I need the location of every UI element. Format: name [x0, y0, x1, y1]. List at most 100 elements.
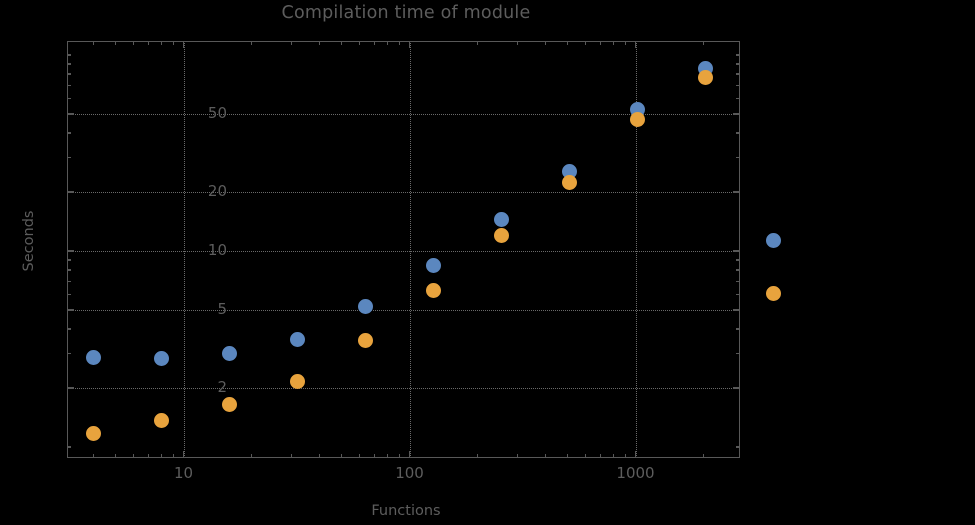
y-tick-label: 5: [217, 300, 227, 319]
data-point-series-orange: [630, 111, 646, 127]
x-axis-minor-tick: [398, 454, 400, 458]
gridline-vertical: [635, 41, 637, 458]
x-axis-minor-tick: [584, 41, 587, 45]
y-axis-tick: [67, 309, 74, 311]
x-axis-tick: [182, 451, 185, 458]
data-points-layer: [67, 41, 975, 458]
x-axis-minor-tick: [250, 41, 253, 45]
x-axis-minor-tick: [114, 454, 117, 458]
gridline-horizontal: [67, 388, 740, 390]
x-axis-minor-tick: [92, 454, 95, 458]
x-axis-minor-tick: [147, 41, 150, 45]
x-axis-minor-tick: [172, 41, 174, 45]
x-axis-minor-tick: [290, 454, 292, 458]
x-axis-minor-tick: [340, 41, 343, 45]
y-axis-minor-tick: [67, 269, 71, 271]
x-axis-minor-tick: [516, 41, 518, 45]
data-point-series-blue: [86, 350, 102, 366]
data-point-series-orange: [358, 332, 374, 348]
y-axis-tick: [67, 113, 74, 115]
x-axis-minor-tick: [612, 41, 615, 45]
y-tick-label: 10: [207, 241, 227, 260]
x-axis-tick: [408, 41, 411, 48]
y-axis-minor-tick: [736, 293, 740, 296]
x-axis-minor-tick: [544, 41, 547, 45]
y-axis-tick: [733, 250, 740, 252]
y-axis-tick: [67, 387, 74, 389]
x-axis-minor-tick: [624, 41, 626, 45]
y-axis-minor-tick: [67, 259, 71, 261]
x-axis-tick: [634, 41, 637, 48]
y-axis-minor-tick: [736, 446, 740, 448]
y-axis-minor-tick: [67, 293, 71, 296]
y-tick-label: 2: [217, 378, 227, 397]
y-axis-minor-tick: [67, 132, 71, 134]
x-axis-minor-tick: [132, 454, 135, 458]
y-axis-minor-tick: [736, 97, 740, 100]
y-axis-minor-tick: [736, 156, 740, 159]
data-point-series-orange: [562, 174, 578, 190]
x-axis-minor-tick: [702, 41, 705, 45]
x-axis-label: Functions: [371, 503, 441, 519]
x-axis-minor-tick: [386, 41, 389, 45]
x-axis-minor-tick: [612, 454, 615, 458]
x-axis-minor-tick: [584, 454, 587, 458]
gridline-vertical: [409, 41, 411, 458]
x-axis-minor-tick: [358, 454, 361, 458]
y-axis-tick: [67, 191, 74, 193]
y-axis-minor-tick: [736, 132, 740, 134]
y-axis-minor-tick: [67, 97, 71, 100]
gridline-horizontal: [67, 251, 740, 253]
y-axis-tick: [733, 113, 740, 115]
y-axis-minor-tick: [736, 328, 740, 330]
y-axis-tick: [733, 191, 740, 193]
x-tick-label: 1000: [616, 464, 655, 482]
x-axis-minor-tick: [92, 41, 95, 45]
x-axis-minor-tick: [373, 454, 376, 458]
x-tick-label: 10: [173, 464, 194, 482]
x-axis-minor-tick: [702, 454, 705, 458]
x-axis-minor-tick: [358, 41, 361, 45]
y-tick-label: 20: [207, 182, 227, 201]
y-axis-minor-tick: [736, 84, 740, 87]
y-axis-minor-tick: [67, 54, 71, 56]
x-axis-minor-tick: [250, 454, 253, 458]
y-axis-minor-tick: [736, 73, 740, 75]
data-point-series-orange: [222, 396, 238, 412]
x-axis-minor-tick: [160, 41, 163, 45]
x-axis-tick: [408, 451, 411, 458]
y-axis-tick: [733, 309, 740, 311]
data-point-series-blue: [222, 346, 238, 362]
y-axis-minor-tick: [736, 259, 740, 261]
data-point-series-blue: [154, 351, 170, 367]
y-axis-minor-tick: [736, 280, 740, 283]
x-axis-minor-tick: [566, 454, 569, 458]
x-axis-minor-tick: [132, 41, 135, 45]
data-point-series-orange: [426, 282, 442, 298]
y-axis-minor-tick: [67, 156, 71, 159]
data-point-series-orange: [766, 285, 782, 301]
y-axis-minor-tick: [736, 352, 740, 355]
x-axis-minor-tick: [566, 41, 569, 45]
x-tick-label: 100: [395, 464, 424, 482]
y-axis-minor-tick: [736, 54, 740, 56]
y-axis-minor-tick: [67, 328, 71, 330]
y-axis-minor-tick: [67, 446, 71, 448]
data-point-series-orange: [494, 228, 510, 244]
x-axis-minor-tick: [318, 41, 321, 45]
gridline-horizontal: [67, 192, 740, 194]
data-point-series-blue: [494, 211, 510, 227]
x-axis-minor-tick: [114, 41, 117, 45]
y-axis-minor-tick: [67, 84, 71, 87]
x-axis-minor-tick: [160, 454, 163, 458]
x-axis-minor-tick: [373, 41, 376, 45]
y-axis-label: Seconds: [21, 210, 37, 272]
x-axis-tick: [634, 451, 637, 458]
x-axis-minor-tick: [147, 454, 150, 458]
gridline-horizontal: [67, 114, 740, 116]
data-point-series-blue: [426, 258, 442, 274]
data-point-series-blue: [766, 233, 782, 249]
x-axis-minor-tick: [476, 41, 479, 45]
x-axis-minor-tick: [318, 454, 321, 458]
